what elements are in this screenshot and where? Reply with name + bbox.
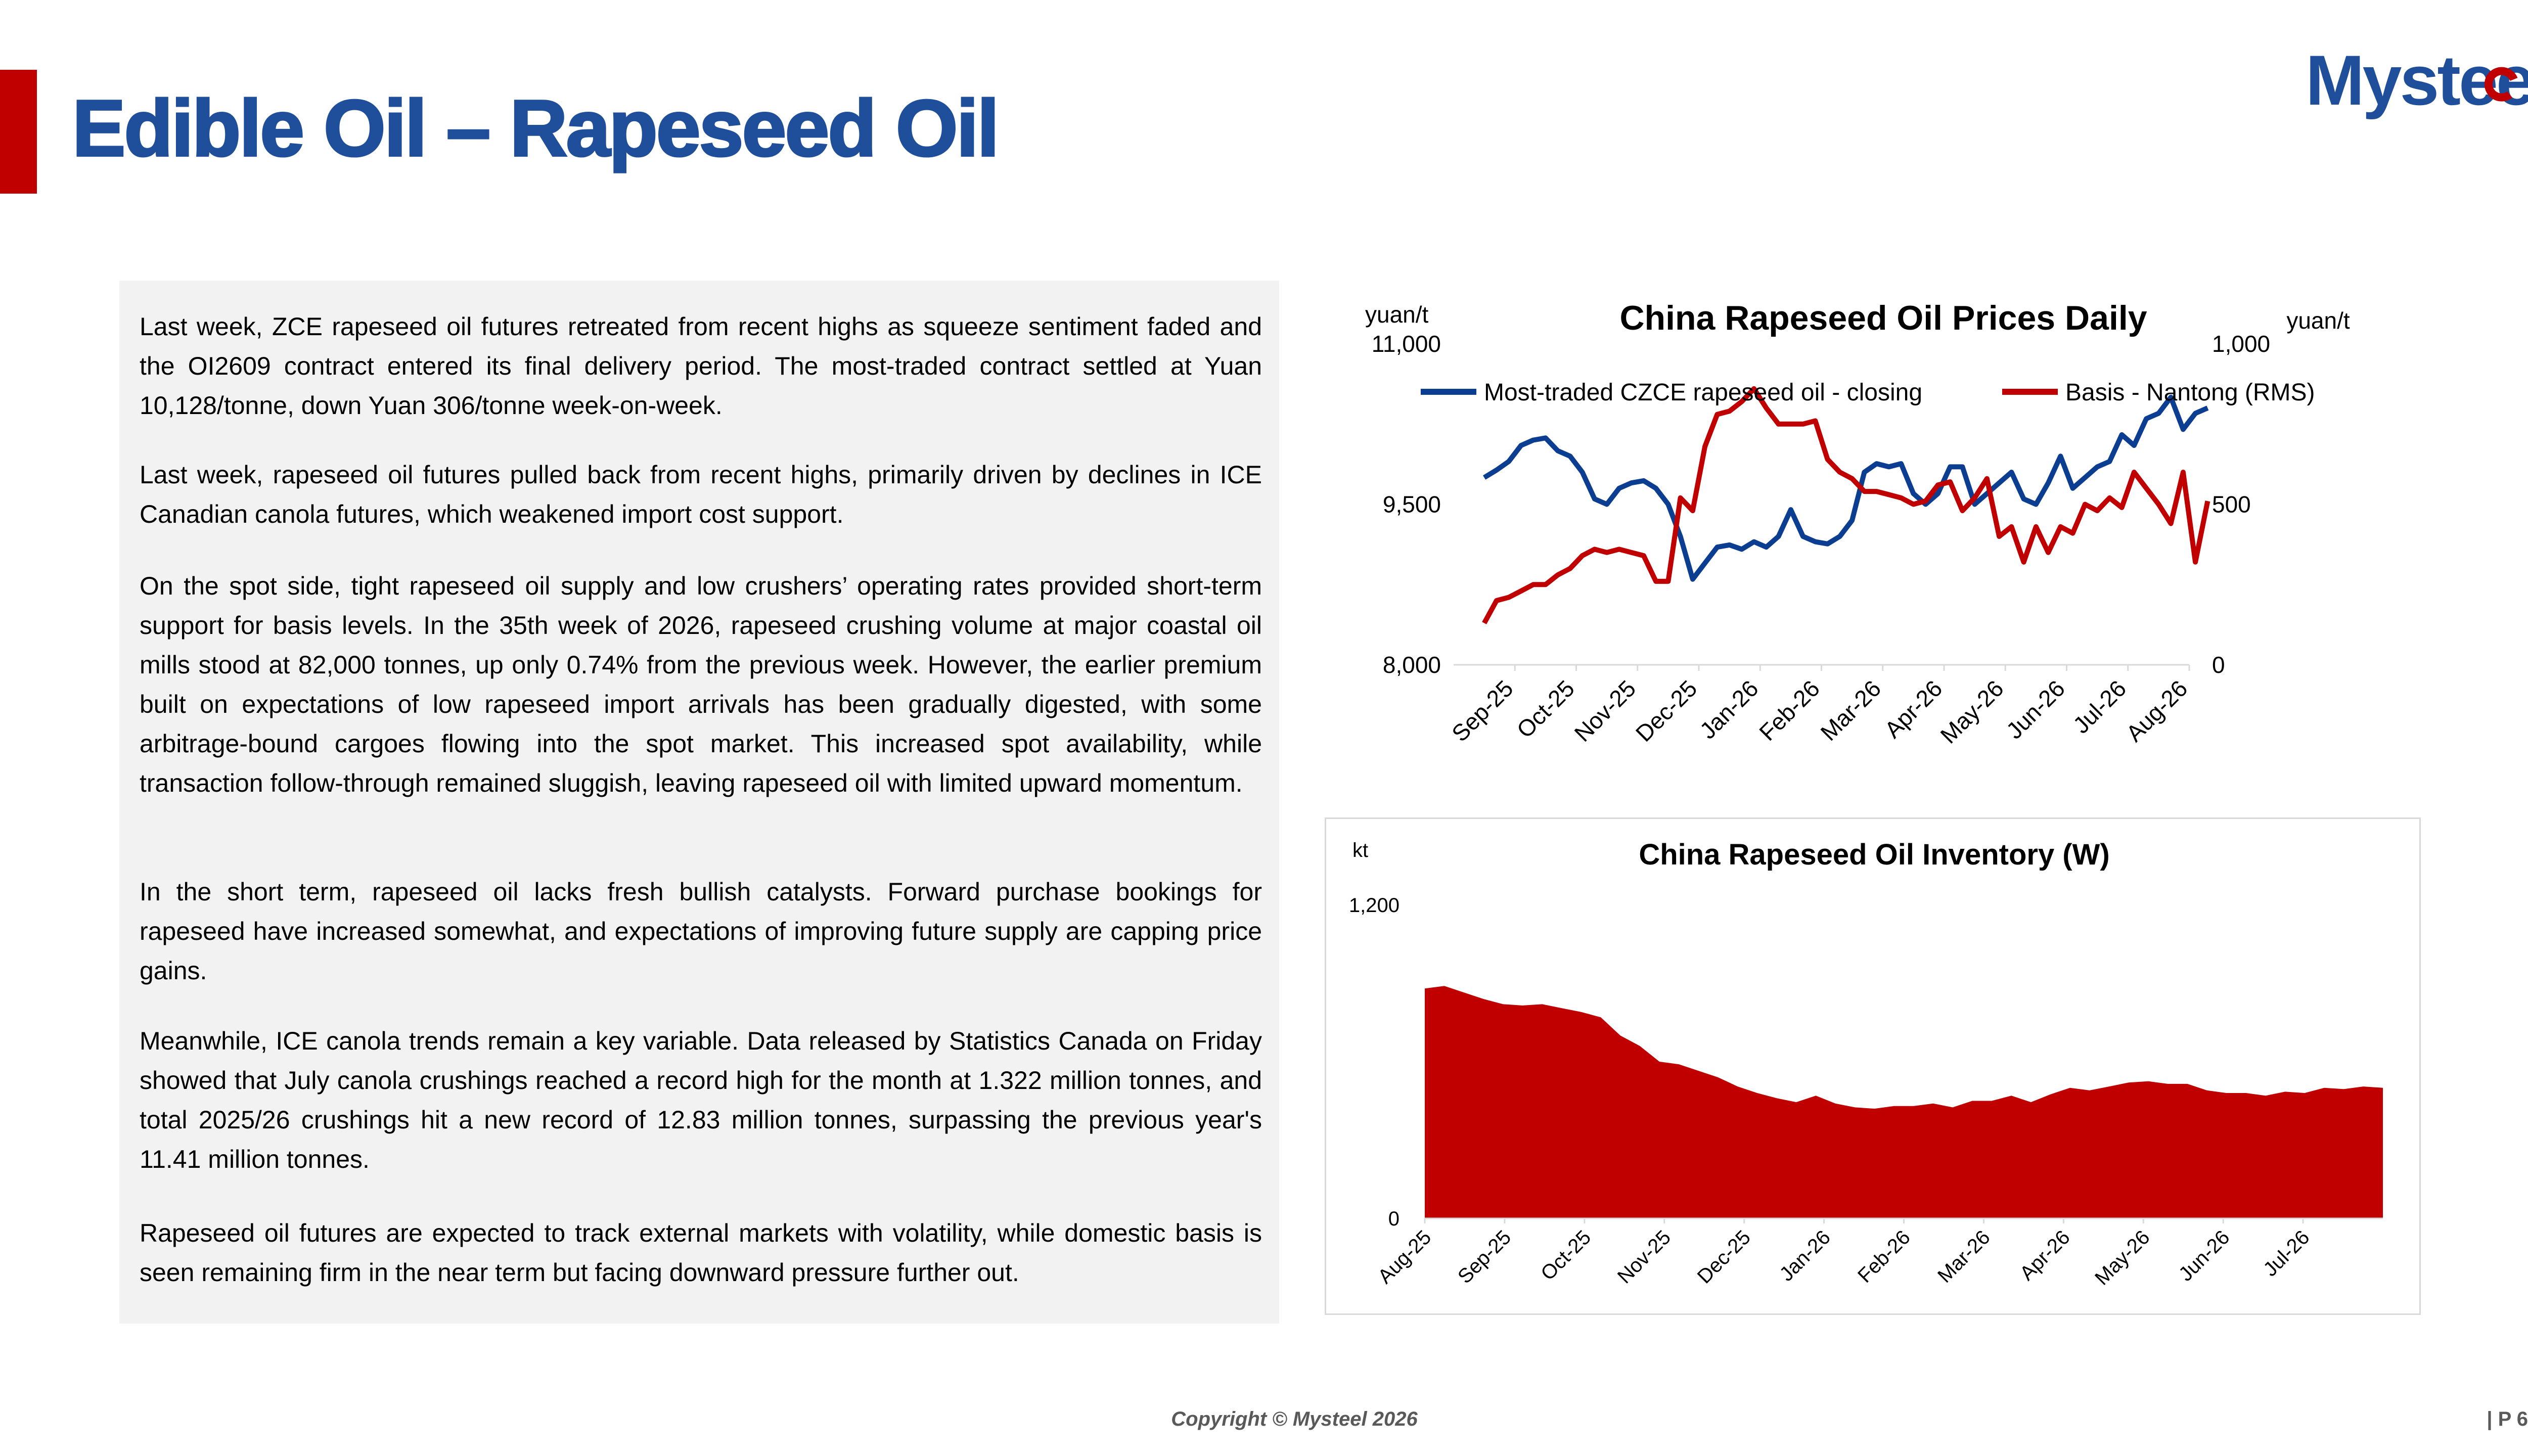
chart1-x-tick: Oct-25	[1512, 675, 1579, 743]
paragraph-4: In the short term, rapeseed oil lacks fr…	[140, 878, 1262, 985]
title-accent-bar	[0, 70, 37, 194]
chart2-x-tick: Feb-26	[1854, 1226, 1915, 1287]
paragraph-6: Rapeseed oil futures are expected to tra…	[140, 1219, 1262, 1287]
chart2-y-tick: 0	[1388, 1208, 1400, 1230]
price-chart: China Rapeseed Oil Prices Daily yuan/t yua…	[1365, 299, 2350, 749]
chart1-x-tick: Feb-26	[1754, 675, 1825, 746]
copyright-text: Copyright © Mysteel 2026	[1171, 1408, 1418, 1430]
chart2-area	[1425, 986, 2383, 1218]
chart2-unit: kt	[1352, 839, 1368, 861]
chart1-x-tick: Nov-25	[1569, 675, 1641, 747]
chart2-x-tick: Oct-25	[1537, 1226, 1595, 1285]
chart1-x-tick: Jan-26	[1694, 675, 1763, 744]
chart1-left-unit: yuan/t	[1365, 301, 1429, 328]
chart2-x-tick: May-26	[2091, 1226, 2154, 1289]
logo-text: Mysteel	[2306, 48, 2528, 120]
chart2-x-tick: Jan-26	[1775, 1226, 1835, 1286]
chart1-x-tick: Aug-26	[2121, 675, 2193, 747]
chart2-title: China Rapeseed Oil Inventory (W)	[1639, 838, 2109, 871]
mysteel-logo: Mysteel	[2306, 48, 2528, 120]
chart1-left-tick: 11,000	[1372, 331, 1441, 357]
chart2-x-tick: Apr-26	[2016, 1226, 2074, 1285]
paragraph-2: Last week, rapeseed oil futures pulled b…	[140, 461, 1262, 528]
logo-swirl-icon	[2484, 67, 2518, 102]
chart2-x-tick: Nov-25	[1613, 1226, 1675, 1288]
chart1-series-line-2	[1482, 386, 2210, 624]
commentary-panel: Last week, ZCE rapeseed oil futures retr…	[119, 281, 1279, 1324]
chart1-x-tick: Mar-26	[1815, 675, 1886, 746]
chart1-right-unit: yuan/t	[2286, 307, 2350, 334]
chart1-legend-label-1: Most-traded CZCE rapeseed oil - closing	[1484, 379, 1922, 406]
chart1-right-tick: 0	[2212, 652, 2225, 678]
chart1-x-tick: May-26	[1935, 675, 2008, 748]
inventory-chart: China Rapeseed Oil Inventory (W) kt 1,200 0…	[1349, 838, 2383, 1290]
chart2-y-tick: 1,200	[1349, 894, 1400, 917]
chart1-left-tick: 8,000	[1383, 652, 1441, 678]
chart1-x-tick: Jun-26	[2001, 675, 2070, 744]
paragraph-1: Last week, ZCE rapeseed oil futures retr…	[140, 312, 1262, 420]
chart1-x-tick: Sep-25	[1447, 675, 1518, 747]
chart2-x-tick: Jul-26	[2259, 1226, 2314, 1281]
chart1-right-tick: 1,000	[2212, 331, 2270, 357]
chart1-legend-label-2: Basis - Nantong (RMS)	[2065, 379, 2315, 406]
page-number: | P 6	[2487, 1408, 2528, 1430]
chart1-left-tick: 9,500	[1383, 491, 1441, 518]
chart1-x-tick: Dec-25	[1631, 675, 1702, 747]
inventory-chart-frame: China Rapeseed Oil Inventory (W) kt 1,200 0…	[1325, 817, 2421, 1315]
chart1-right-tick: 500	[2212, 491, 2251, 518]
chart2-x-tick: Aug-25	[1374, 1226, 1435, 1288]
chart2-x-tick: Sep-25	[1454, 1226, 1515, 1288]
chart2-x-tick: Jun-26	[2175, 1226, 2234, 1286]
chart1-series-line-1	[1482, 394, 2209, 582]
chart2-x-tick: Dec-25	[1693, 1226, 1755, 1288]
chart2-x-tick: Mar-26	[1933, 1226, 1995, 1287]
chart1-x-tick: Apr-26	[1879, 675, 1947, 743]
paragraph-5: Meanwhile, ICE canola trends remain a ke…	[140, 1027, 1262, 1173]
paragraph-3: On the spot side, tight rapeseed oil sup…	[140, 572, 1262, 797]
page-title: Edible Oil – Rapeseed Oil	[71, 84, 1000, 173]
chart1-title: China Rapeseed Oil Prices Daily	[1619, 299, 2147, 337]
